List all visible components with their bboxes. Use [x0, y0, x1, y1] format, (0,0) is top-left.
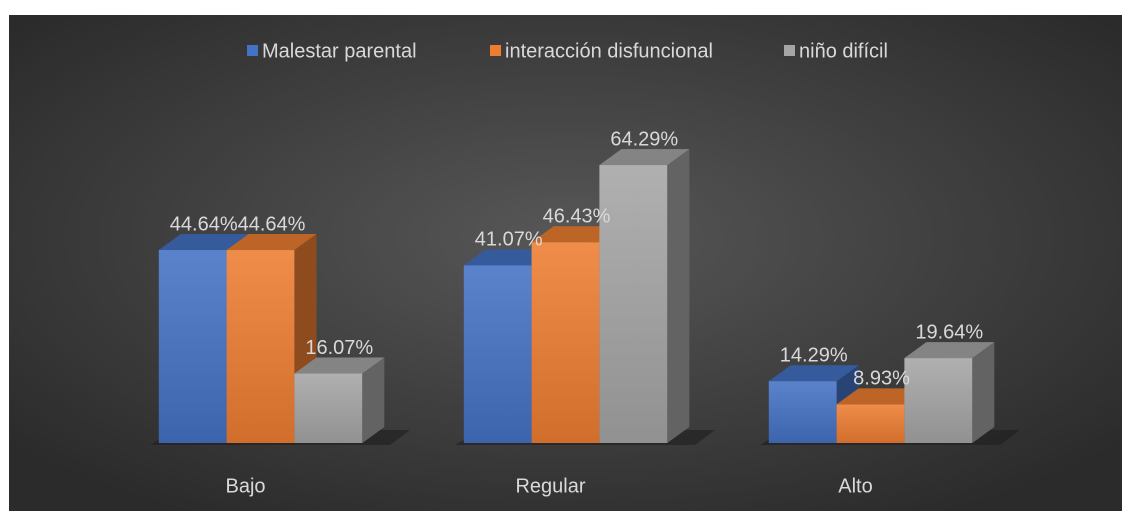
bar-shade [599, 165, 668, 444]
x-tick-label: Alto [838, 475, 872, 497]
data-label: 46.43% [543, 206, 611, 228]
legend-label: niño difícil [799, 40, 888, 62]
bar-top [531, 226, 622, 243]
bar-shade [531, 242, 600, 443]
data-label: 14.29% [780, 345, 848, 367]
bar-shade [836, 404, 905, 443]
bar-side [972, 342, 995, 443]
bar-top [294, 357, 385, 374]
bar-top-shade [836, 388, 927, 405]
legend-label: Malestar parental [262, 40, 417, 62]
data-label: 8.93% [853, 368, 910, 390]
data-label: 19.64% [915, 321, 983, 343]
bar-top-shade [226, 234, 317, 251]
bar-side-shade [362, 357, 385, 443]
x-tick-label: Regular [515, 475, 585, 497]
data-label: 44.64% [238, 213, 306, 235]
data-label: 41.07% [475, 229, 543, 251]
bar-side [667, 149, 690, 444]
legend-swatch [784, 45, 795, 56]
bar-top [463, 249, 554, 266]
bar-top-shade [904, 342, 995, 359]
bar-top-shade [463, 249, 554, 266]
bar-top-shade [158, 234, 249, 251]
bar-top-shade [294, 357, 385, 374]
bar-shade [226, 250, 295, 443]
legend-label: interacción disfuncional [505, 40, 713, 62]
bar-side [362, 357, 385, 443]
bar-top [226, 234, 317, 251]
bar-shade [904, 358, 973, 443]
bar-side-shade [972, 342, 995, 443]
legend-swatch [247, 45, 258, 56]
bar-top-shade [768, 365, 859, 382]
bar-top [768, 365, 859, 382]
data-label: 64.29% [610, 128, 678, 150]
bar-shade [768, 381, 837, 443]
data-label: 16.07% [305, 337, 373, 359]
x-tick-label: Bajo [225, 475, 265, 497]
bar-shade [294, 373, 363, 443]
bar-shade [463, 265, 532, 443]
data-label: 44.64% [170, 213, 238, 235]
bar-top [836, 388, 927, 405]
bar-top [904, 342, 995, 359]
bar-top [158, 234, 249, 251]
bar-top-shade [531, 226, 622, 243]
bar-top-shade [599, 149, 690, 166]
bar-shade [158, 250, 227, 443]
bar-side-shade [667, 149, 690, 444]
bar-top [599, 149, 690, 166]
legend-swatch [490, 45, 501, 56]
